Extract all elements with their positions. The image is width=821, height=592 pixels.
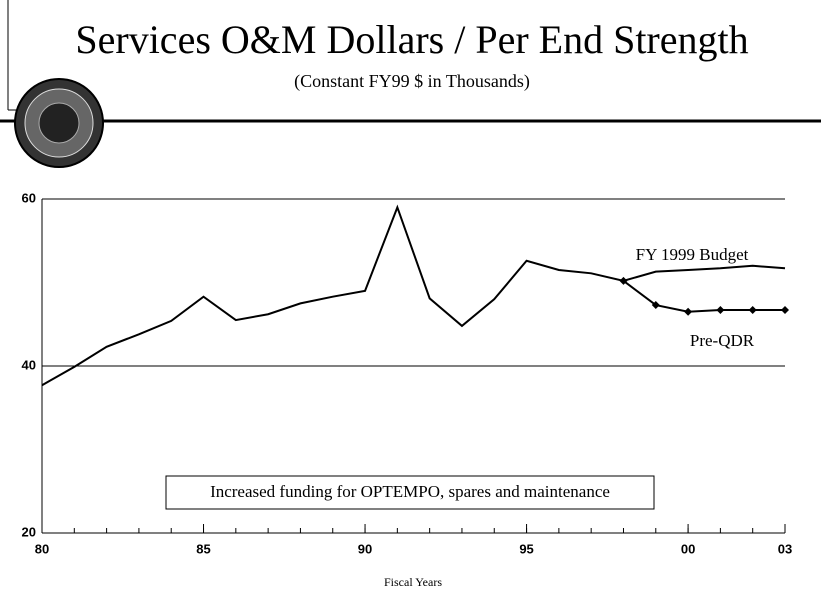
- x-tick-label: 80: [35, 541, 49, 556]
- point-marker: [748, 306, 757, 315]
- x-tick-label: 03: [778, 541, 792, 556]
- series-label: FY 1999 Budget: [636, 245, 749, 264]
- y-tick-label: 60: [22, 190, 36, 205]
- annotation-box: [165, 475, 655, 510]
- point-marker: [781, 306, 789, 315]
- y-tick-label: 40: [22, 357, 36, 372]
- series-line: [41, 204, 786, 387]
- point-marker: [716, 306, 725, 315]
- annotation: Increased funding for OPTEMPO, spares an…: [210, 482, 610, 501]
- x-tick-label: 00: [681, 541, 695, 556]
- x-axis-label: Fiscal Years: [384, 575, 442, 589]
- y-tick-label: 20: [22, 524, 36, 539]
- chart-title: Services O&M Dollars / Per End Strength: [75, 17, 748, 62]
- x-tick-label: 95: [519, 541, 533, 556]
- chart-subtitle: (Constant FY99 $ in Thousands): [294, 71, 530, 92]
- x-tick-label: 90: [358, 541, 372, 556]
- series-line: [622, 280, 785, 313]
- series-label: Pre-QDR: [690, 331, 755, 350]
- seal: [14, 78, 104, 168]
- point-marker: [684, 307, 693, 316]
- x-tick-label: 85: [196, 541, 210, 556]
- point-marker: [619, 276, 628, 285]
- point-marker: [651, 301, 660, 310]
